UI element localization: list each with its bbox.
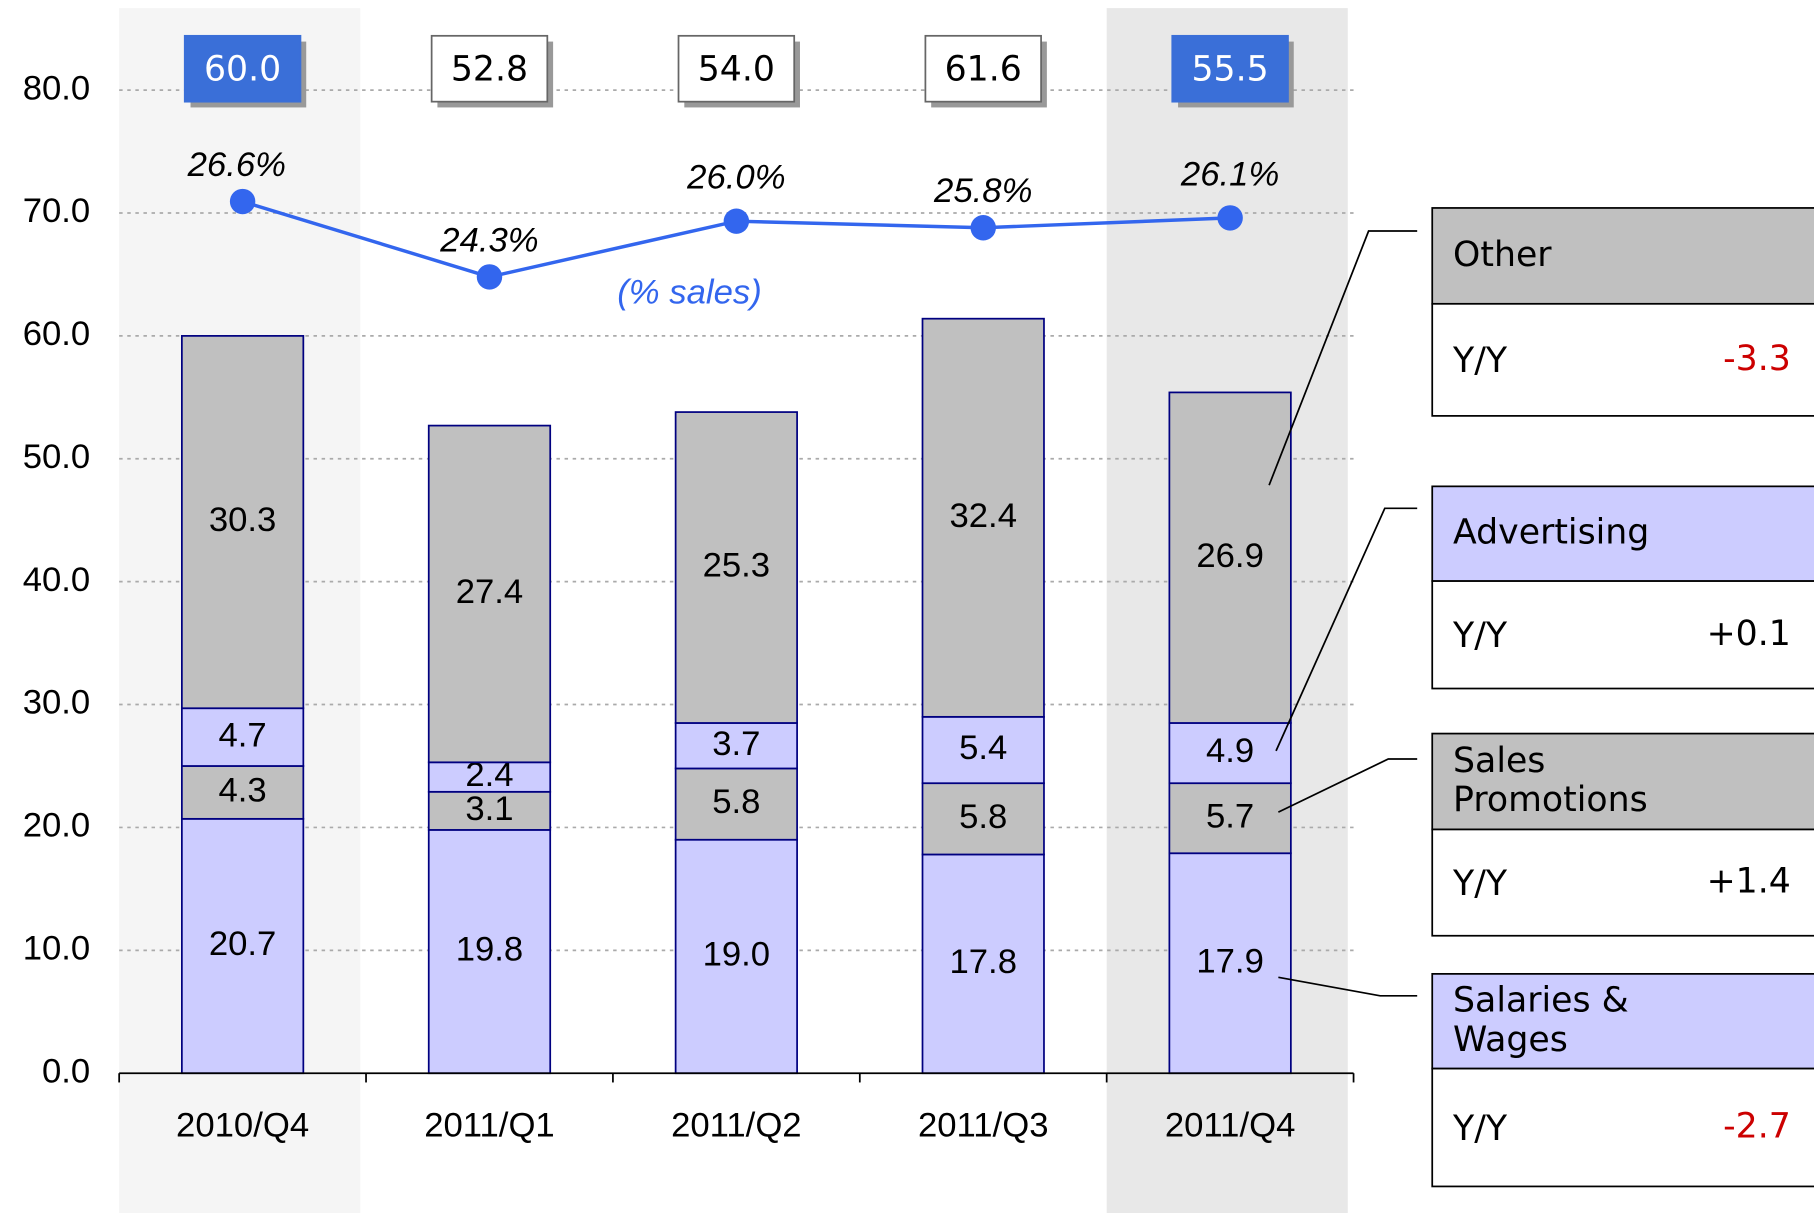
total-label: 55.5	[1191, 49, 1268, 89]
bar-segment	[674, 411, 798, 724]
total-box	[430, 34, 549, 103]
total-label: 54.0	[698, 49, 775, 89]
yoy-title: Y/Y	[1452, 341, 1508, 381]
legend-name: Advertising	[1453, 513, 1649, 553]
x-tick-label: 2010/Q4	[176, 1107, 309, 1145]
line-label: 26.6%	[187, 146, 286, 184]
data-label: 4.3	[218, 772, 266, 810]
x-tick-label: 2011/Q1	[424, 1107, 555, 1145]
y-tick-label: 20.0	[23, 807, 91, 845]
bar-segment	[180, 335, 305, 710]
data-label: 5.8	[712, 783, 760, 821]
x-tick-label: 2011/Q3	[918, 1107, 1049, 1145]
legend-body	[1431, 580, 1814, 690]
bar-segment	[1168, 391, 1292, 724]
line-point	[1217, 205, 1243, 231]
line-label: 26.1%	[1180, 155, 1279, 193]
yoy-title: Y/Y	[1452, 1109, 1508, 1149]
y-tick-label: 40.0	[23, 561, 91, 599]
y-tick-label: 60.0	[23, 315, 91, 353]
bar-segment	[674, 722, 798, 770]
line-label: 24.3%	[439, 221, 538, 259]
data-label: 20.7	[209, 925, 277, 963]
bar-segment	[180, 707, 305, 767]
total-label: 60.0	[204, 49, 281, 89]
y-tick-label: 50.0	[23, 438, 91, 476]
data-label: 27.4	[456, 573, 524, 611]
bar-segment	[921, 782, 1045, 856]
data-label: 3.1	[465, 790, 513, 828]
yoy-title: Y/Y	[1452, 616, 1508, 656]
x-tick-label: 2011/Q2	[671, 1107, 802, 1145]
y-tick-label: 80.0	[23, 69, 91, 107]
bar-segment	[921, 715, 1045, 785]
leader-line	[1275, 507, 1418, 752]
total-box	[183, 34, 302, 103]
bar-segment	[180, 817, 305, 1075]
legend-name: Sales Promotions	[1453, 741, 1648, 820]
legend-header	[1431, 207, 1814, 305]
total-label: 52.8	[451, 49, 528, 89]
legend-name: Other	[1453, 235, 1552, 275]
bar-segment	[1168, 722, 1292, 785]
leader-line	[1268, 230, 1418, 486]
line-point	[970, 215, 996, 241]
data-label: 4.7	[218, 716, 266, 754]
data-label: 30.3	[209, 501, 277, 539]
line-point	[229, 188, 256, 215]
data-label: 19.8	[456, 931, 524, 969]
legend-name: Salaries & Wages	[1453, 981, 1629, 1060]
bar-segment	[427, 761, 552, 793]
y-tick-label: 30.0	[23, 684, 91, 722]
legend-header	[1431, 485, 1814, 582]
line-label: 25.8%	[933, 172, 1032, 210]
yoy-title: Y/Y	[1452, 864, 1508, 904]
yoy-value: -2.7	[1723, 1107, 1791, 1147]
legend-body	[1431, 1067, 1814, 1188]
leader-line	[1278, 976, 1418, 997]
data-label: 5.4	[959, 729, 1007, 767]
total-label: 61.6	[945, 49, 1022, 89]
legend-body	[1431, 828, 1814, 937]
legend-body	[1431, 302, 1814, 417]
total-box	[677, 34, 796, 103]
data-label: 3.7	[712, 725, 760, 763]
data-label: 5.7	[1206, 797, 1254, 835]
yoy-value: +1.4	[1707, 862, 1791, 902]
legend-header	[1431, 972, 1814, 1070]
yoy-value: +0.1	[1707, 614, 1791, 654]
y-tick-label: 0.0	[42, 1052, 90, 1090]
line-name: (% sales)	[617, 274, 762, 312]
line-point	[476, 264, 503, 290]
line-point	[723, 208, 750, 234]
total-box	[924, 34, 1042, 103]
bar-segment	[427, 829, 552, 1075]
line-label: 26.0%	[686, 159, 785, 197]
total-box	[1171, 34, 1289, 103]
data-label: 4.9	[1206, 732, 1254, 770]
data-label: 26.9	[1196, 537, 1264, 575]
bar-segment	[921, 317, 1045, 718]
y-tick-label: 10.0	[23, 929, 91, 967]
x-tick-label: 2011/Q4	[1165, 1107, 1296, 1145]
data-label: 17.8	[949, 943, 1017, 981]
leader-line	[1277, 758, 1418, 813]
data-label: 32.4	[949, 497, 1017, 535]
bar-segment	[180, 765, 305, 820]
data-label: 5.8	[959, 798, 1007, 836]
bar-segment	[427, 424, 552, 764]
data-label: 19.0	[703, 936, 771, 974]
bar-segment	[1168, 782, 1292, 855]
data-label: 25.3	[703, 547, 771, 585]
data-label: 17.9	[1196, 942, 1264, 980]
yoy-value: -3.3	[1723, 339, 1791, 379]
y-tick-label: 70.0	[23, 192, 91, 230]
